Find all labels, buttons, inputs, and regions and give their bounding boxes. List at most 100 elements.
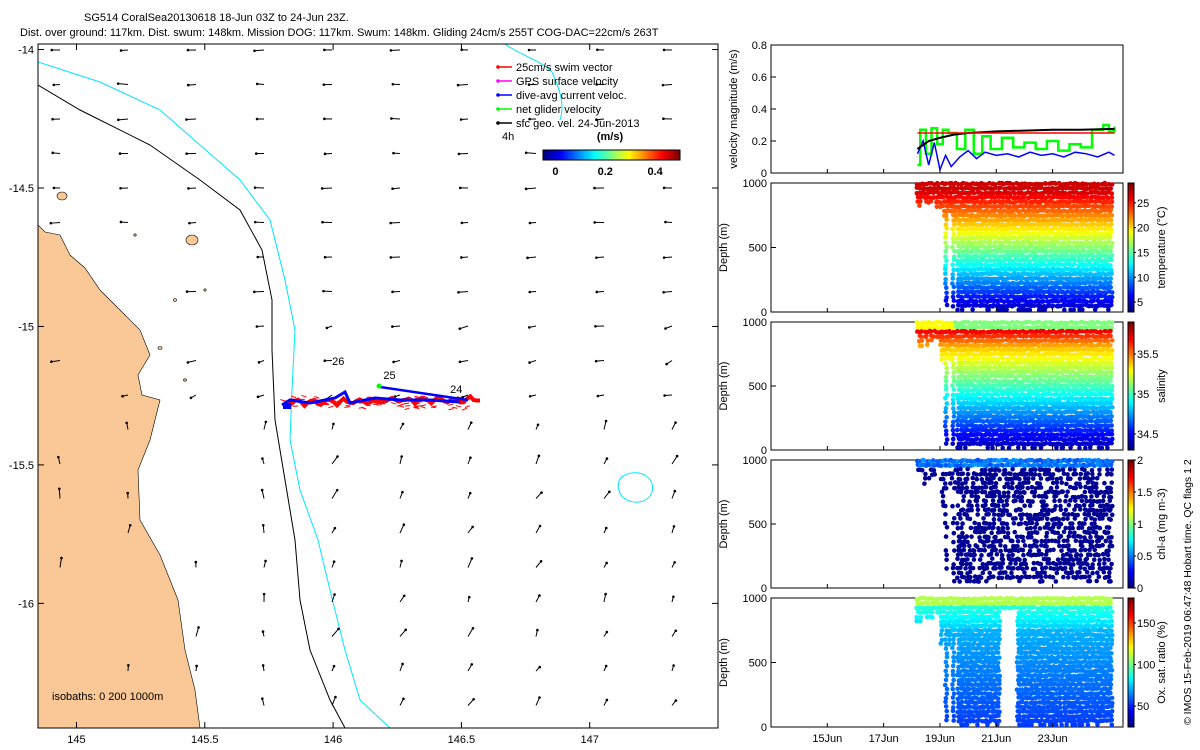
data-point	[995, 280, 1001, 286]
data-point	[1041, 432, 1046, 437]
data-point	[959, 551, 964, 557]
data-point	[955, 481, 961, 486]
data-point	[1086, 333, 1092, 339]
land-mass	[38, 224, 201, 728]
data-point	[993, 234, 998, 240]
data-point	[1024, 199, 1030, 205]
current-vector-head	[116, 82, 120, 85]
map-colorbar: 0 0.2 0.4	[542, 149, 681, 178]
current-vector-head	[400, 455, 403, 458]
current-vector	[118, 83, 129, 85]
data-point	[1039, 198, 1044, 204]
data-point	[926, 319, 931, 325]
data-point	[955, 235, 961, 241]
current-vector-head	[58, 487, 61, 491]
data-point	[983, 217, 989, 223]
current-vector-head	[323, 48, 326, 52]
swim-vector	[345, 405, 351, 407]
colorbar-cell	[545, 150, 549, 160]
current-vector	[331, 594, 336, 603]
data-point	[940, 203, 946, 209]
data-point	[1108, 418, 1114, 423]
data-point	[1007, 204, 1013, 210]
data-point	[951, 290, 956, 295]
data-point	[955, 503, 961, 508]
current-vector-head	[524, 187, 528, 191]
data-point	[950, 436, 956, 442]
data-point	[1086, 203, 1092, 209]
data-point	[1065, 289, 1070, 294]
data-point	[919, 343, 925, 349]
colorbar-tick-label: 0	[552, 166, 558, 178]
data-point	[984, 213, 989, 219]
current-vector-head	[662, 290, 665, 294]
current-vector-head	[253, 186, 257, 189]
data-point	[950, 471, 955, 476]
data-point	[944, 370, 950, 376]
data-point	[960, 561, 965, 567]
data-point	[943, 378, 949, 384]
colorbar-cell	[650, 150, 654, 160]
data-point	[962, 575, 967, 580]
data-point	[1060, 427, 1065, 432]
data-point	[917, 203, 922, 208]
data-point	[1109, 414, 1114, 419]
data-point	[1012, 302, 1018, 308]
y-tick-label: -15.5	[9, 460, 34, 472]
isobath-1000m	[38, 61, 391, 728]
start-marker	[283, 403, 291, 409]
data-point	[989, 248, 994, 254]
y-tick-label: 0.8	[752, 40, 767, 52]
data-point	[919, 338, 925, 343]
data-point	[1079, 387, 1085, 393]
data-point	[1109, 320, 1115, 326]
data-point	[1038, 373, 1044, 379]
colorbar-cell	[543, 150, 546, 160]
y-tick-label: 0.4	[752, 104, 767, 116]
current-vector-head	[261, 630, 265, 633]
data-point	[1109, 347, 1115, 353]
data-point	[974, 262, 980, 267]
y-tick-label: 0.6	[752, 72, 767, 84]
colorbar-label: temperature (°C)	[1156, 206, 1168, 288]
data-point	[1060, 445, 1066, 450]
data-point	[1046, 186, 1052, 191]
data-point	[1010, 182, 1016, 187]
data-point	[950, 520, 956, 526]
data-point	[1105, 339, 1111, 344]
data-point	[931, 190, 936, 196]
legend-marker	[496, 65, 500, 69]
colorbar-cell	[570, 150, 574, 160]
data-point	[943, 361, 948, 366]
data-point	[1109, 213, 1115, 218]
data-point	[951, 410, 957, 415]
data-point	[1018, 262, 1023, 268]
data-point	[1055, 338, 1061, 344]
data-point	[974, 503, 980, 508]
data-point	[923, 471, 928, 477]
data-point	[1039, 254, 1044, 259]
data-point	[918, 334, 924, 339]
colorbar-cell	[595, 150, 599, 160]
data-point	[964, 476, 970, 482]
current-vector-head	[264, 420, 268, 424]
current-vector-head	[526, 256, 529, 260]
current-vector-head	[323, 255, 327, 259]
data-point	[1029, 272, 1034, 277]
data-point	[1036, 276, 1042, 282]
island	[203, 288, 207, 292]
data-point	[1067, 257, 1073, 263]
data-point	[963, 445, 968, 450]
current-vector	[254, 49, 265, 52]
current-vector-head	[261, 664, 265, 667]
swim-vector	[379, 402, 385, 405]
swim-vector	[290, 395, 297, 399]
swim-vector	[365, 404, 371, 407]
data-point	[1004, 307, 1009, 312]
colorbar-cell	[606, 150, 610, 160]
current-vector-head	[528, 221, 532, 225]
data-point	[978, 209, 984, 214]
current-vector-head	[392, 360, 395, 364]
data-point	[960, 507, 966, 513]
